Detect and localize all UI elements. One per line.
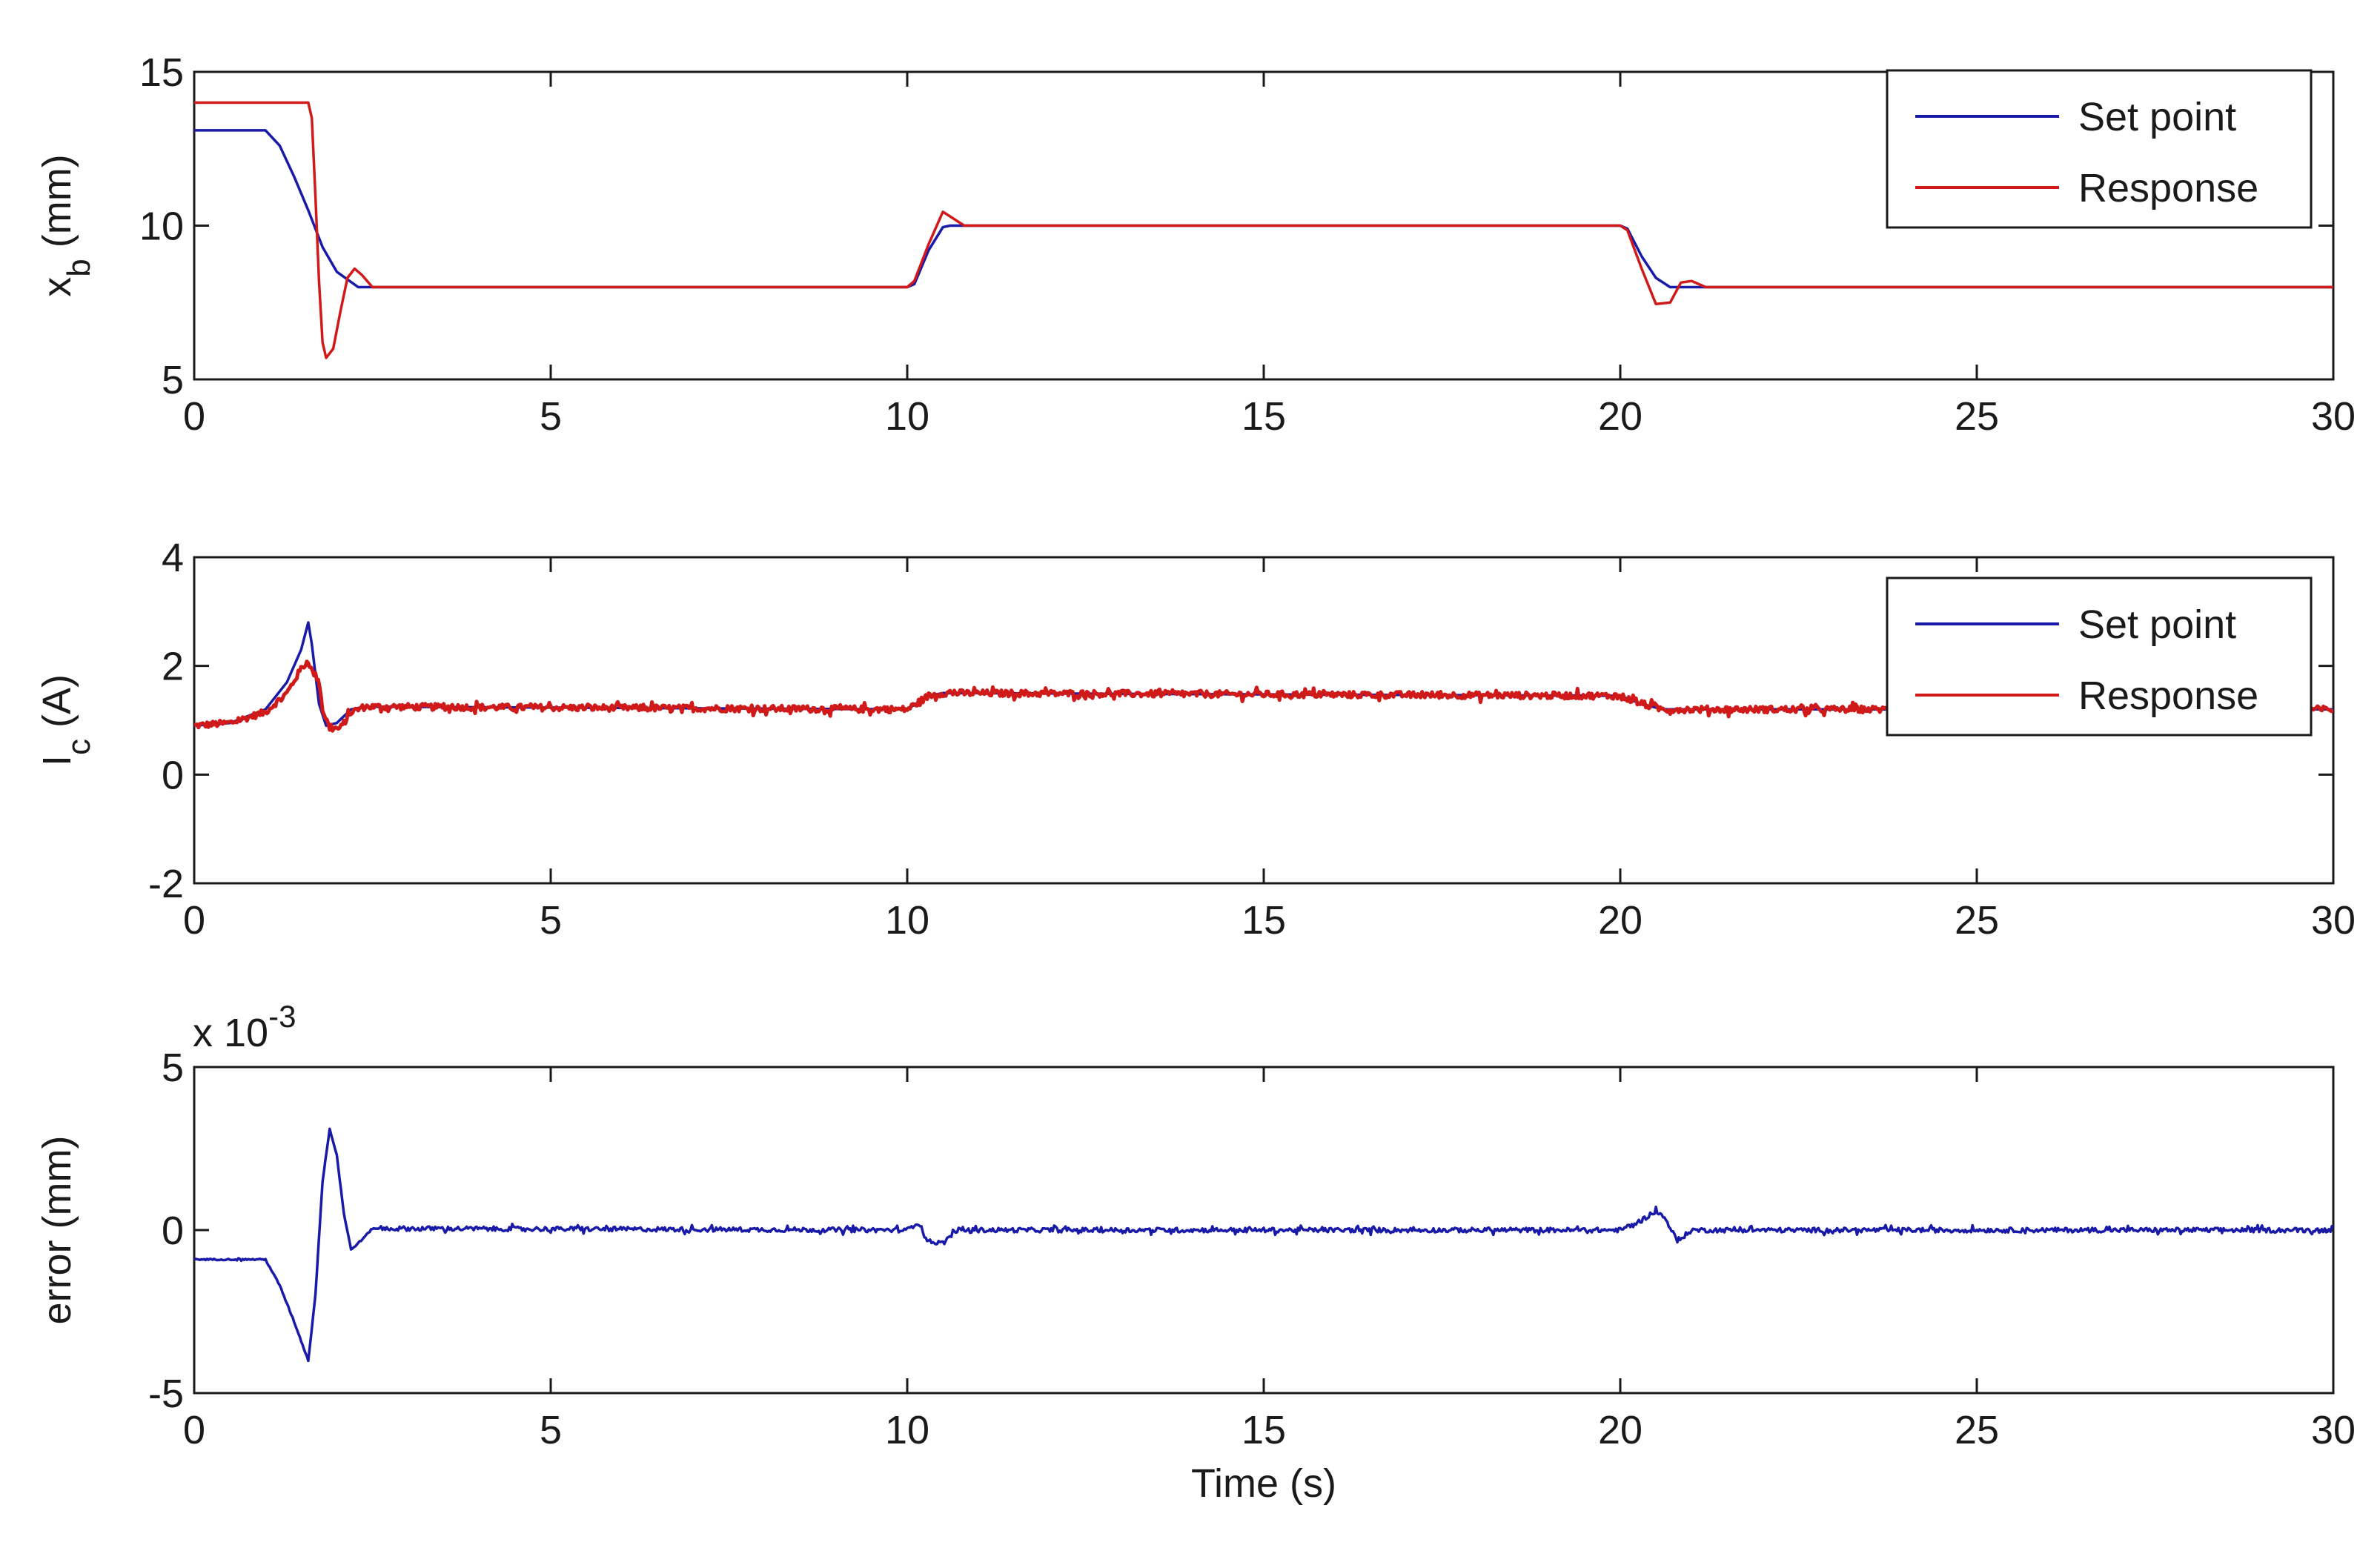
legend-box xyxy=(1886,577,2313,737)
legend: Set point Response xyxy=(1886,577,2313,737)
legend-label: Set point xyxy=(2078,602,2236,647)
x-tick-label: 30 xyxy=(2311,394,2356,439)
x-tick-label: 20 xyxy=(1598,1408,1643,1452)
x-tick-label: 30 xyxy=(2311,1408,2356,1452)
y-exponent-label: x 10-3 xyxy=(193,999,296,1055)
series-line-response xyxy=(194,101,2333,359)
x-axis-label: Time (s) xyxy=(1191,1461,1336,1506)
x-tick-label: 25 xyxy=(1955,1408,1999,1452)
series-line-error xyxy=(194,1127,2333,1363)
x-tick-label: 30 xyxy=(2311,898,2356,943)
series-line-set-point xyxy=(194,129,2333,289)
y-tick-label: 0 xyxy=(162,753,184,797)
y-tick-label: 4 xyxy=(162,536,184,580)
x-tick-label: 10 xyxy=(885,394,929,439)
legend-label: Response xyxy=(2078,674,2258,718)
y-tick-label: 15 xyxy=(139,50,184,95)
x-tick-label: 20 xyxy=(1598,394,1643,439)
y-tick-label: 5 xyxy=(162,358,184,402)
y-axis-label: xb (mm) xyxy=(35,154,97,296)
y-tick-label: -5 xyxy=(148,1372,184,1416)
x-tick-label: 5 xyxy=(540,1408,562,1452)
y-axis-label: error (mm) xyxy=(35,1136,79,1325)
y-tick-label: 5 xyxy=(162,1046,184,1090)
x-tick-label: 15 xyxy=(1242,898,1286,943)
x-tick-label: 25 xyxy=(1955,898,1999,943)
x-tick-label: 5 xyxy=(540,898,562,943)
y-tick-label: 0 xyxy=(162,1209,184,1253)
x-tick-label: 0 xyxy=(183,394,205,439)
x-tick-label: 0 xyxy=(183,898,205,943)
x-tick-label: 20 xyxy=(1598,898,1643,943)
x-tick-label: 10 xyxy=(885,1408,929,1452)
y-tick-label: 10 xyxy=(139,205,184,249)
y-axis-label: Ic (A) xyxy=(35,674,97,766)
legend-label: Response xyxy=(2078,166,2258,210)
legend-label: Set point xyxy=(2078,95,2236,139)
y-tick-label: -2 xyxy=(148,862,184,906)
legend: Set point Response xyxy=(1886,69,2313,229)
x-tick-label: 0 xyxy=(183,1408,205,1452)
legend-box xyxy=(1886,69,2313,229)
x-tick-label: 15 xyxy=(1242,1408,1286,1452)
y-tick-label: 2 xyxy=(162,645,184,689)
x-tick-label: 15 xyxy=(1242,394,1286,439)
x-tick-label: 25 xyxy=(1955,394,1999,439)
x-tick-label: 10 xyxy=(885,898,929,943)
x-tick-label: 5 xyxy=(540,394,562,439)
